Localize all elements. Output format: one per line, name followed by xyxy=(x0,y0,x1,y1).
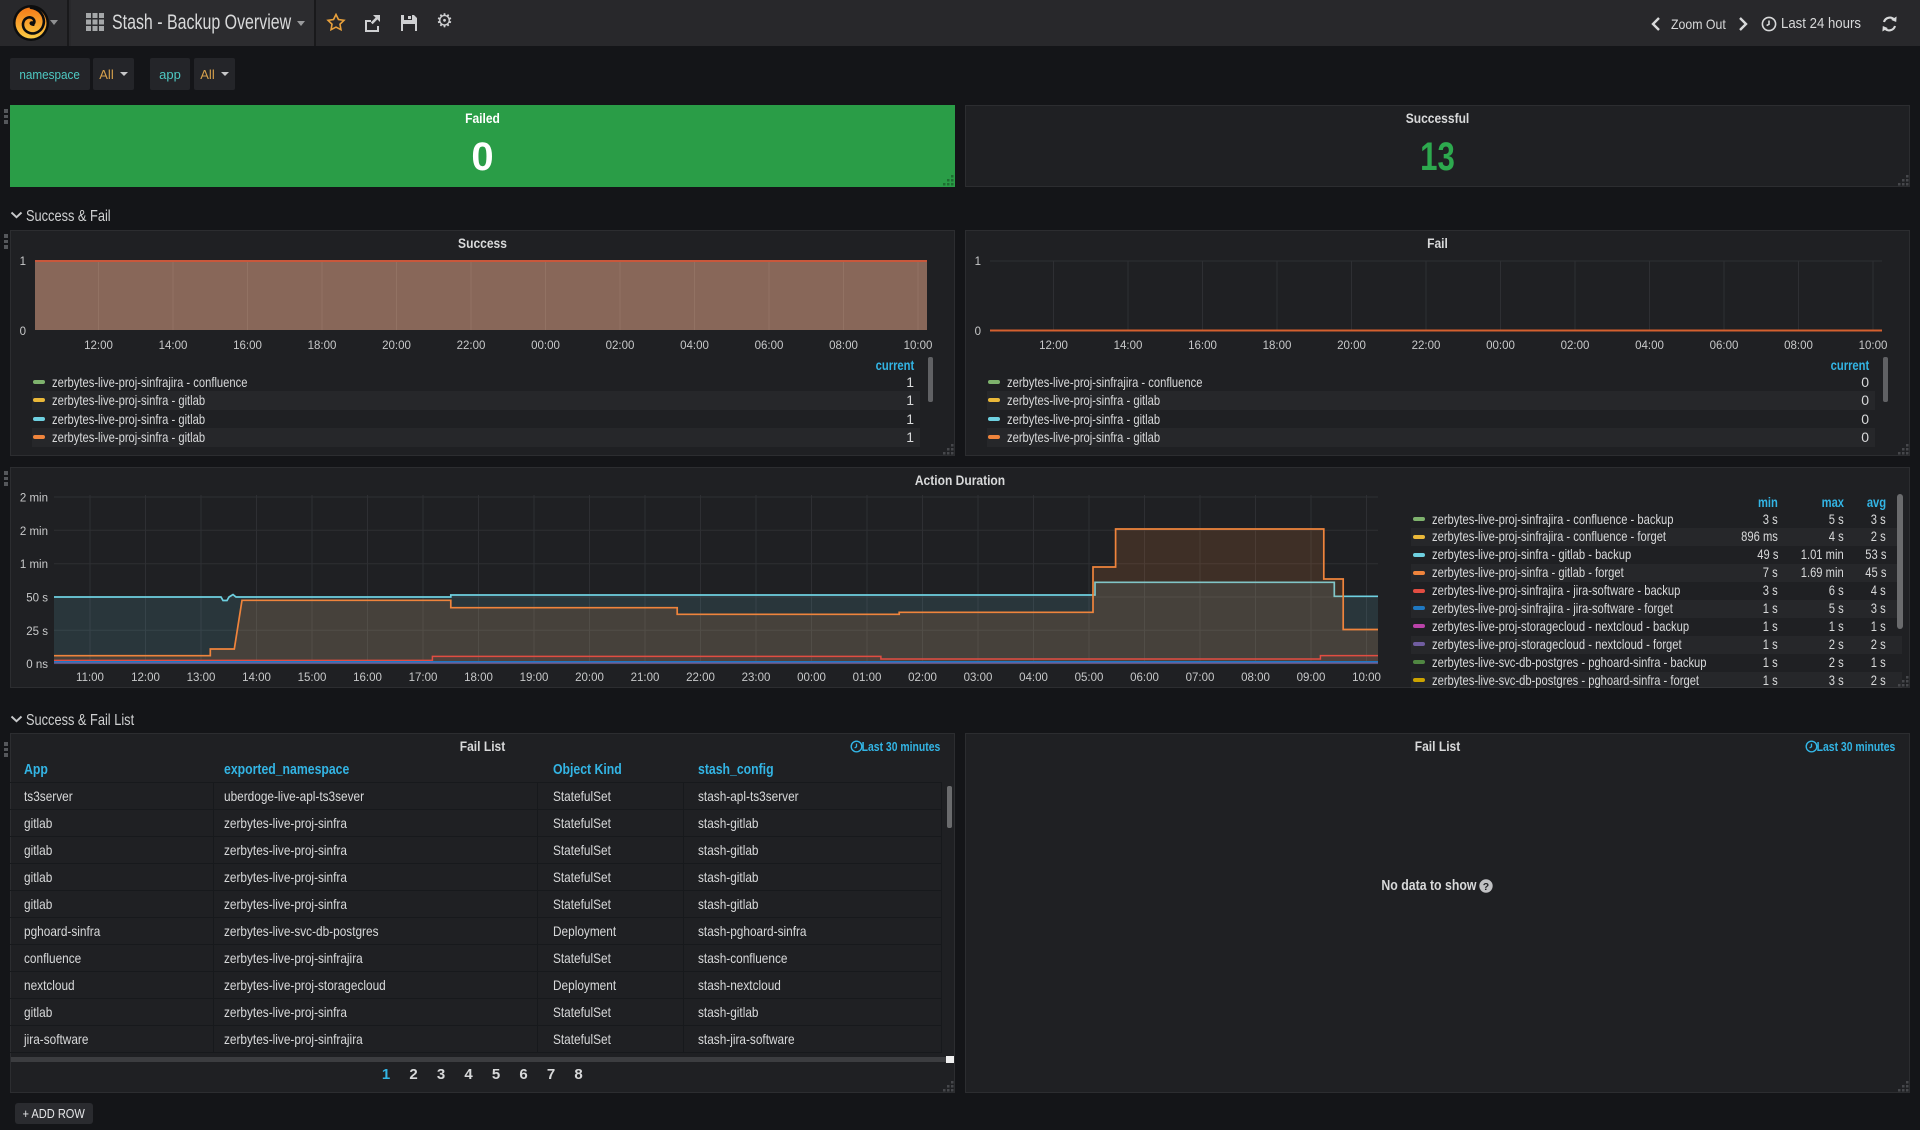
svg-text:1 min: 1 min xyxy=(20,559,48,571)
svg-text:09:00: 09:00 xyxy=(1297,672,1326,684)
svg-text:0: 0 xyxy=(975,326,981,338)
svg-text:12:00: 12:00 xyxy=(131,672,160,684)
svg-text:2 min: 2 min xyxy=(20,493,48,505)
svg-text:13:00: 13:00 xyxy=(187,672,216,684)
svg-text:14:00: 14:00 xyxy=(1114,340,1143,352)
svg-text:04:00: 04:00 xyxy=(1019,672,1048,684)
svg-text:04:00: 04:00 xyxy=(680,340,709,352)
svg-text:1: 1 xyxy=(20,256,26,268)
svg-text:00:00: 00:00 xyxy=(797,672,826,684)
svg-text:06:00: 06:00 xyxy=(1710,340,1739,352)
svg-text:21:00: 21:00 xyxy=(631,672,660,684)
svg-text:12:00: 12:00 xyxy=(1039,340,1068,352)
svg-text:10:00: 10:00 xyxy=(1859,340,1888,352)
svg-text:0: 0 xyxy=(20,326,26,338)
svg-text:16:00: 16:00 xyxy=(353,672,382,684)
svg-text:23:00: 23:00 xyxy=(742,672,771,684)
svg-text:07:00: 07:00 xyxy=(1186,672,1215,684)
svg-text:05:00: 05:00 xyxy=(1075,672,1104,684)
svg-text:25 s: 25 s xyxy=(26,626,48,638)
svg-text:08:00: 08:00 xyxy=(829,340,858,352)
svg-text:06:00: 06:00 xyxy=(1130,672,1159,684)
svg-text:15:00: 15:00 xyxy=(298,672,327,684)
svg-text:02:00: 02:00 xyxy=(908,672,937,684)
svg-text:02:00: 02:00 xyxy=(606,340,635,352)
svg-text:10:00: 10:00 xyxy=(1352,672,1381,684)
svg-text:18:00: 18:00 xyxy=(1263,340,1292,352)
svg-text:18:00: 18:00 xyxy=(308,340,337,352)
svg-text:14:00: 14:00 xyxy=(159,340,188,352)
svg-text:08:00: 08:00 xyxy=(1241,672,1270,684)
svg-text:2 min: 2 min xyxy=(20,526,48,538)
svg-text:08:00: 08:00 xyxy=(1784,340,1813,352)
svg-text:17:00: 17:00 xyxy=(409,672,438,684)
svg-text:01:00: 01:00 xyxy=(853,672,882,684)
svg-text:1: 1 xyxy=(975,256,981,268)
svg-text:12:00: 12:00 xyxy=(84,340,113,352)
svg-text:20:00: 20:00 xyxy=(1337,340,1366,352)
svg-text:16:00: 16:00 xyxy=(1188,340,1217,352)
svg-text:22:00: 22:00 xyxy=(686,672,715,684)
svg-text:04:00: 04:00 xyxy=(1635,340,1664,352)
svg-text:16:00: 16:00 xyxy=(233,340,262,352)
svg-text:10:00: 10:00 xyxy=(904,340,933,352)
svg-text:00:00: 00:00 xyxy=(1486,340,1515,352)
svg-text:22:00: 22:00 xyxy=(457,340,486,352)
svg-text:22:00: 22:00 xyxy=(1412,340,1441,352)
svg-text:20:00: 20:00 xyxy=(382,340,411,352)
svg-text:20:00: 20:00 xyxy=(575,672,604,684)
svg-text:?: ? xyxy=(1483,881,1489,893)
svg-text:06:00: 06:00 xyxy=(755,340,784,352)
svg-text:50 s: 50 s xyxy=(26,593,48,605)
svg-text:18:00: 18:00 xyxy=(464,672,493,684)
svg-text:00:00: 00:00 xyxy=(531,340,560,352)
svg-text:19:00: 19:00 xyxy=(520,672,549,684)
svg-text:0 ns: 0 ns xyxy=(26,659,48,671)
svg-text:14:00: 14:00 xyxy=(242,672,271,684)
svg-text:11:00: 11:00 xyxy=(76,672,104,684)
svg-text:03:00: 03:00 xyxy=(964,672,993,684)
svg-text:02:00: 02:00 xyxy=(1561,340,1590,352)
